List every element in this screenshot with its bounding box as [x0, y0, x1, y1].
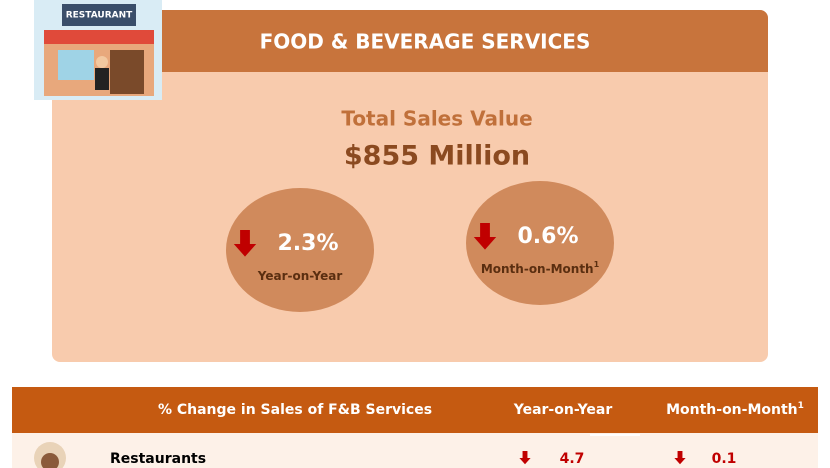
row-icon [34, 442, 66, 468]
table-row [12, 433, 818, 468]
metrics: 2.3% Year-on-Year 0.6% Month-on-Month1 [226, 181, 614, 312]
arrow-down [473, 223, 497, 250]
metric-label: Year-on-Year [257, 269, 343, 283]
metric-label: Month-on-Month1 [481, 260, 600, 276]
table-header [12, 387, 818, 433]
arrow-down [674, 451, 686, 465]
panel-title: FOOD & BEVERAGE SERVICES [260, 30, 591, 54]
subtitle: Total Sales Value [341, 107, 532, 131]
headline: $855 Million [344, 141, 530, 172]
metric-label-text: Year-on-Year [257, 269, 343, 283]
column-header: Month-on-Month1 [666, 401, 804, 419]
column-header: Year-on-Year [513, 402, 613, 418]
panel-header [52, 10, 768, 72]
metric-label-text: Month-on-Month [481, 262, 594, 276]
rows: Restaurants 4.7 0.1 [110, 451, 736, 467]
column-header: % Change in Sales of F&B Services [158, 402, 432, 418]
cell-value: 4.7 [560, 451, 585, 467]
metric-value: 2.3% [277, 231, 338, 256]
metric-bubble [226, 188, 374, 312]
cell-value: 0.1 [712, 451, 737, 467]
arrow-down [233, 230, 257, 257]
arrow-down [519, 451, 531, 465]
icon-sign: RESTAURANT [66, 11, 133, 21]
note-mark: 1 [594, 260, 600, 269]
metric-value: 0.6% [517, 224, 578, 249]
row-name: Restaurants [110, 451, 206, 467]
metric-bubble [466, 181, 614, 305]
restaurant-icon: RESTAURANT [34, 0, 162, 100]
